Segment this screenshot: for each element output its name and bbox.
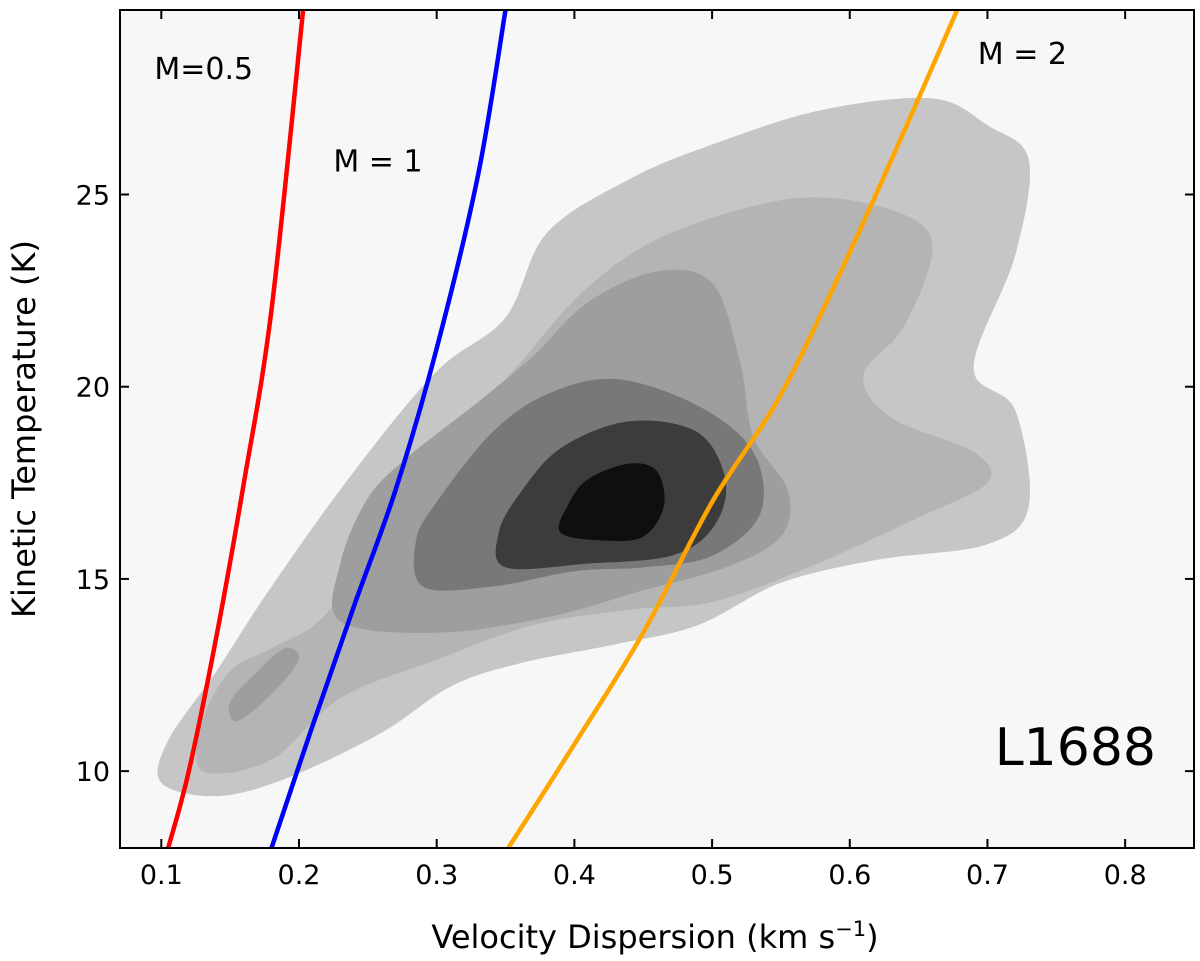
mach-lines: [166, 10, 960, 848]
mach-line-label-3: M = 2: [978, 37, 1067, 72]
mach-line-1: [166, 10, 306, 848]
x-axis-label-exponent: −1: [835, 917, 866, 941]
y-tick-label: 10: [76, 757, 110, 788]
y-tick-label: 15: [76, 565, 110, 596]
mach-line-label-2: M = 1: [333, 144, 422, 179]
density-contours: [157, 97, 1031, 797]
mach-line-label-1: M=0.5: [154, 52, 253, 87]
x-tick-label: 0.3: [415, 860, 458, 891]
x-tick-label: 0.5: [691, 860, 734, 891]
x-tick-label: 0.2: [278, 860, 321, 891]
y-axis-label: Kinetic Temperature (K): [5, 240, 43, 618]
curve-labels: M=0.5 M = 1 M = 2: [154, 37, 1067, 180]
mach-line-3: [506, 10, 960, 848]
x-tick-label: 0.4: [553, 860, 596, 891]
density-contour-level-3-3: [228, 647, 300, 722]
x-tick-label: 0.6: [828, 860, 871, 891]
mach-line-2: [269, 10, 508, 848]
y-tick-label: 25: [76, 181, 110, 212]
y-tick-label: 20: [76, 373, 110, 404]
x-tick-label: 0.7: [966, 860, 1009, 891]
region-label: L1688: [995, 718, 1156, 778]
axis-ticks: 0.1 0.2 0.3 0.4 0.5 0.6 0.7 0.8 10 15 20 25: [76, 10, 1194, 891]
x-axis-label-close: ): [866, 918, 878, 956]
x-axis-label: Velocity Dispersion (km s−1): [431, 917, 878, 956]
x-tick-label: 0.8: [1104, 860, 1147, 891]
x-tick-label: 0.1: [140, 860, 183, 891]
plot-frame: [119, 9, 1195, 849]
density-contour-level-6-6: [558, 463, 665, 542]
